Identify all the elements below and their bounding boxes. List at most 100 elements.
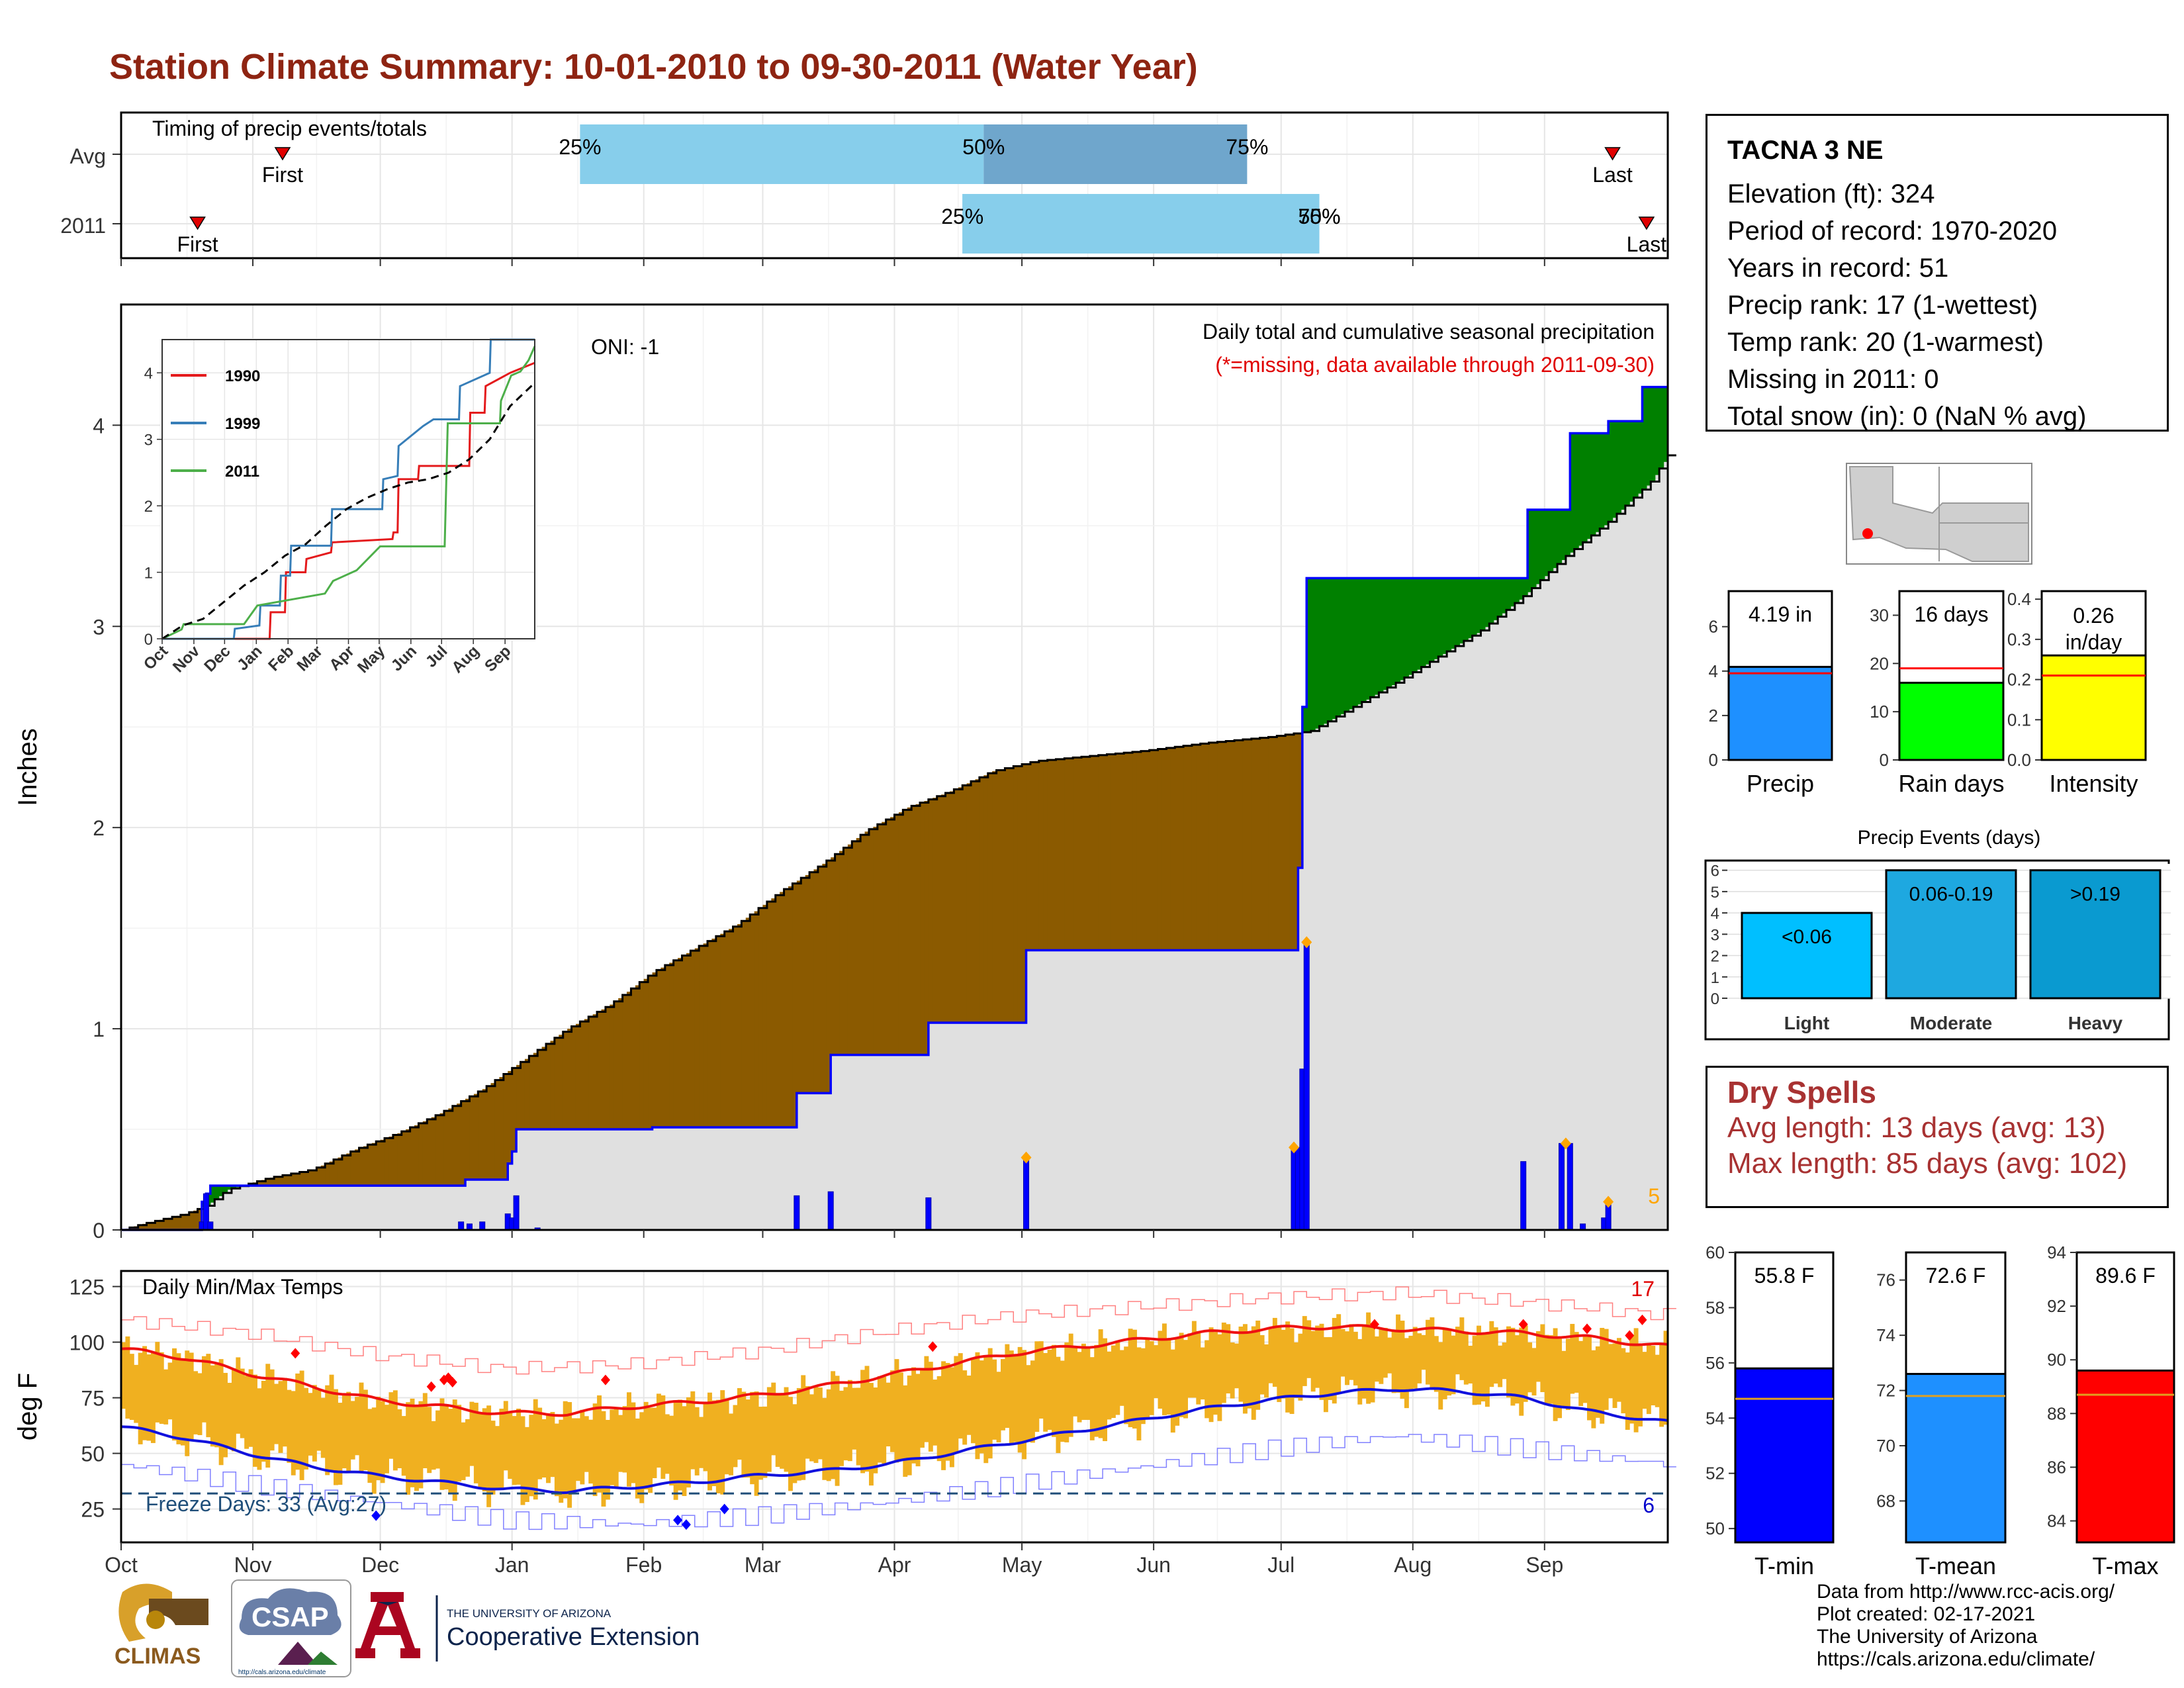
precip-surplus-area: [1519, 578, 1524, 600]
temp-daily-range-bar: [308, 1393, 313, 1456]
temp-daily-range-bar: [1430, 1317, 1435, 1388]
temp-daily-range-bar: [571, 1418, 576, 1491]
temp-daily-range-bar: [155, 1342, 160, 1423]
temp-daily-range-bar: [338, 1403, 343, 1485]
precip-deficit-area: [703, 943, 708, 1128]
precip-events-bin-label: >0.19: [2070, 884, 2120, 906]
temp-daily-range-bar: [1077, 1352, 1082, 1423]
precip-surplus-area: [1323, 578, 1328, 724]
precip-daily-bar: [513, 1195, 520, 1231]
temp-daily-range-bar: [758, 1407, 763, 1480]
temp-daily-range-bar: [508, 1413, 513, 1479]
precip-deficit-area: [873, 826, 878, 1055]
precip-events-y-tick-label: 1: [1711, 969, 1719, 987]
timing-bar-25-50: [580, 124, 984, 184]
precip-surplus-area: [1625, 421, 1630, 506]
precip-deficit-area: [601, 1009, 606, 1130]
mini-bar-y-tick-label: 68: [1876, 1491, 1895, 1511]
temp-cold-count: 6: [1643, 1493, 1655, 1517]
precip-surplus-area: [1484, 578, 1490, 628]
temp-daily-range-bar: [312, 1385, 317, 1462]
precip-deficit-area: [1030, 762, 1035, 951]
dry-spells-max: Max length: 85 days (avg: 102): [1727, 1147, 2128, 1180]
temp-daily-range-bar: [924, 1356, 929, 1442]
precip-deficit-area: [461, 1101, 466, 1186]
mini-bar-y-tick-label: 0.2: [2007, 670, 2031, 690]
temp-daily-range-bar: [1659, 1344, 1664, 1427]
timing-p50-label: 50%: [962, 135, 1005, 159]
mini-bar-y-tick-label: 76: [1876, 1270, 1895, 1290]
temp-daily-range-bar: [1315, 1325, 1320, 1388]
temp-daily-range-bar: [129, 1354, 134, 1420]
temp-daily-range-bar: [125, 1336, 130, 1419]
precip-surplus-area: [1557, 509, 1563, 565]
precip-daily-bar: [794, 1195, 800, 1231]
temp-daily-range-bar: [1527, 1342, 1533, 1393]
temp-daily-range-bar: [1017, 1346, 1023, 1453]
temp-daily-range-bar: [1332, 1317, 1337, 1404]
precip-subtitle: (*=missing, data available through 2011-…: [1215, 353, 1655, 377]
temp-cold-marker: [673, 1515, 683, 1526]
precip-deficit-area: [167, 1217, 173, 1230]
temp-daily-range-bar: [1591, 1350, 1596, 1429]
temp-daily-range-bar: [236, 1357, 241, 1434]
temp-daily-range-bar: [1595, 1346, 1600, 1418]
temp-daily-range-bar: [975, 1352, 980, 1460]
precip-surplus-area: [1387, 578, 1392, 688]
temp-daily-range-bar: [1357, 1338, 1363, 1405]
temp-daily-range-bar: [618, 1415, 623, 1472]
precip-deficit-area: [163, 1219, 169, 1230]
precip-deficit-area: [805, 874, 810, 1094]
temp-daily-range-bar: [1633, 1328, 1639, 1432]
timing-row-label: Avg: [69, 144, 106, 168]
timing-last-marker: [1638, 216, 1655, 230]
temp-daily-range-bar: [780, 1393, 785, 1469]
precip-surplus-area: [1468, 578, 1473, 639]
inset-legend-label: 1999: [225, 415, 260, 433]
precip-oni-label: ONI: -1: [591, 335, 659, 359]
precip-deficit-area: [1158, 749, 1163, 951]
precip-y-tick-label: 4: [93, 414, 105, 438]
temp-daily-range-bar: [1451, 1335, 1456, 1395]
temp-daily-range-bar: [1242, 1324, 1248, 1414]
temp-daily-range-bar: [631, 1402, 636, 1483]
mini-bar-y-tick-label: 0.3: [2007, 630, 2031, 649]
temp-daily-range-bar: [457, 1405, 462, 1482]
precip-deficit-area: [605, 1007, 610, 1130]
precip-surplus-area: [1302, 706, 1307, 733]
temp-daily-range-bar: [868, 1383, 874, 1486]
timing-p50-label: 50%: [1298, 205, 1341, 228]
precip-deficit-area: [1294, 733, 1299, 951]
temp-daily-range-bar: [1005, 1344, 1010, 1429]
temp-daily-range-bar: [1251, 1326, 1256, 1420]
precip-surplus-area: [1306, 578, 1312, 732]
precip-surplus-area: [1451, 578, 1456, 649]
temp-daily-range-bar: [1272, 1317, 1277, 1387]
temp-daily-range-bar: [877, 1376, 882, 1463]
precip-deficit-area: [482, 1089, 487, 1180]
temp-daily-range-bar: [1345, 1331, 1349, 1385]
precip-deficit-area: [877, 824, 882, 1055]
precip-deficit-area: [278, 1176, 283, 1186]
temp-hot-marker: [447, 1377, 457, 1388]
mini-bar-y-tick-label: 0.0: [2007, 750, 2031, 770]
temp-hot-marker: [928, 1341, 938, 1352]
temp-x-tick-label: Sep: [1525, 1553, 1563, 1577]
precip-deficit-area: [690, 951, 696, 1128]
precip-surplus-area: [1655, 387, 1660, 475]
precip-deficit-area: [1179, 746, 1184, 951]
precip-deficit-area: [1115, 753, 1120, 951]
precip-deficit-area: [648, 975, 653, 1130]
precip-deficit-area: [1098, 755, 1103, 951]
csap-url: http://cals.arizona.edu/climate: [238, 1669, 326, 1676]
precip-daily-bar: [925, 1197, 932, 1231]
temp-daily-range-bar: [588, 1419, 594, 1484]
precip-deficit-area: [524, 1058, 529, 1130]
precip-deficit-area: [933, 798, 938, 1023]
temp-daily-range-bar: [1370, 1325, 1375, 1403]
precip-extreme-marker: [1603, 1196, 1614, 1208]
precip-deficit-area: [656, 970, 661, 1128]
temp-daily-range-bar: [1213, 1332, 1218, 1415]
temp-daily-range-bar: [261, 1380, 266, 1462]
temp-daily-range-bar: [287, 1389, 292, 1463]
